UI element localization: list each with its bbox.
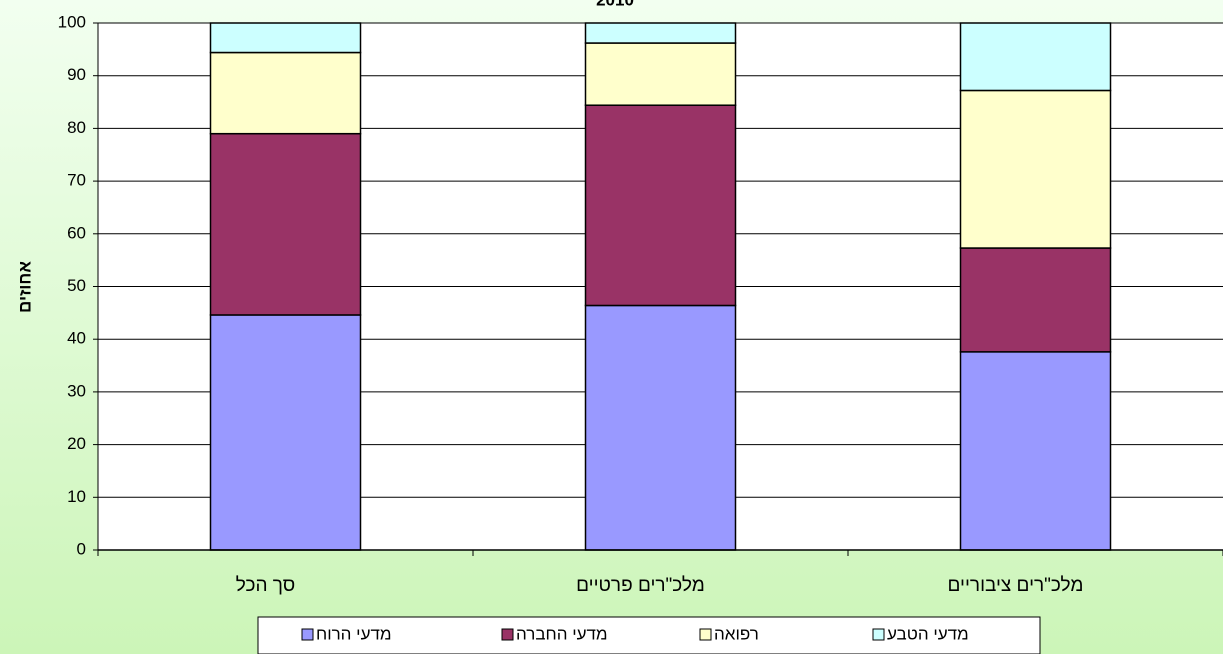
y-tick-label: 0	[77, 539, 86, 558]
y-tick-label: 60	[67, 223, 86, 242]
legend-label: מדעי הרוח	[316, 624, 392, 643]
bar-segment	[959, 247, 1112, 353]
bar-segment	[584, 42, 737, 106]
legend-swatch	[699, 628, 712, 641]
bar-segment	[209, 51, 362, 135]
bar-segment	[584, 304, 737, 551]
legend-label: מדעי הטבע	[887, 624, 969, 643]
bar-segment	[584, 104, 737, 307]
y-tick-label: 40	[67, 329, 86, 348]
legend-label: מדעי החברה	[516, 624, 608, 643]
legend	[257, 616, 1041, 654]
bar-segment	[959, 22, 1112, 92]
bar-segment	[959, 351, 1112, 551]
y-tick-label: 70	[67, 171, 86, 190]
legend-swatch	[501, 628, 514, 641]
y-tick-label: 50	[67, 276, 86, 295]
y-tick-label: 80	[67, 118, 86, 137]
bar-segment	[209, 22, 362, 54]
x-tick-label: מלכ"רים פרטיים	[576, 575, 705, 596]
legend-label: רפואה	[714, 624, 759, 643]
y-tick-label: 10	[67, 487, 86, 506]
y-tick-label: 20	[67, 434, 86, 453]
bar-segment	[209, 314, 362, 551]
bar-segment	[959, 89, 1112, 249]
x-tick-label: סך הכל	[236, 575, 295, 596]
legend-swatch	[301, 628, 314, 641]
bar-segment	[209, 132, 362, 316]
x-tick-label: מלכ"רים ציבוריים	[948, 575, 1084, 596]
bar-segment	[584, 22, 737, 44]
y-tick-label: 100	[58, 12, 86, 31]
y-axis-label: אחוזים	[15, 261, 34, 313]
y-tick-label: 90	[67, 65, 86, 84]
y-tick-label: 30	[67, 381, 86, 400]
chart-title: 2010	[596, 0, 634, 9]
legend-swatch	[872, 628, 885, 641]
